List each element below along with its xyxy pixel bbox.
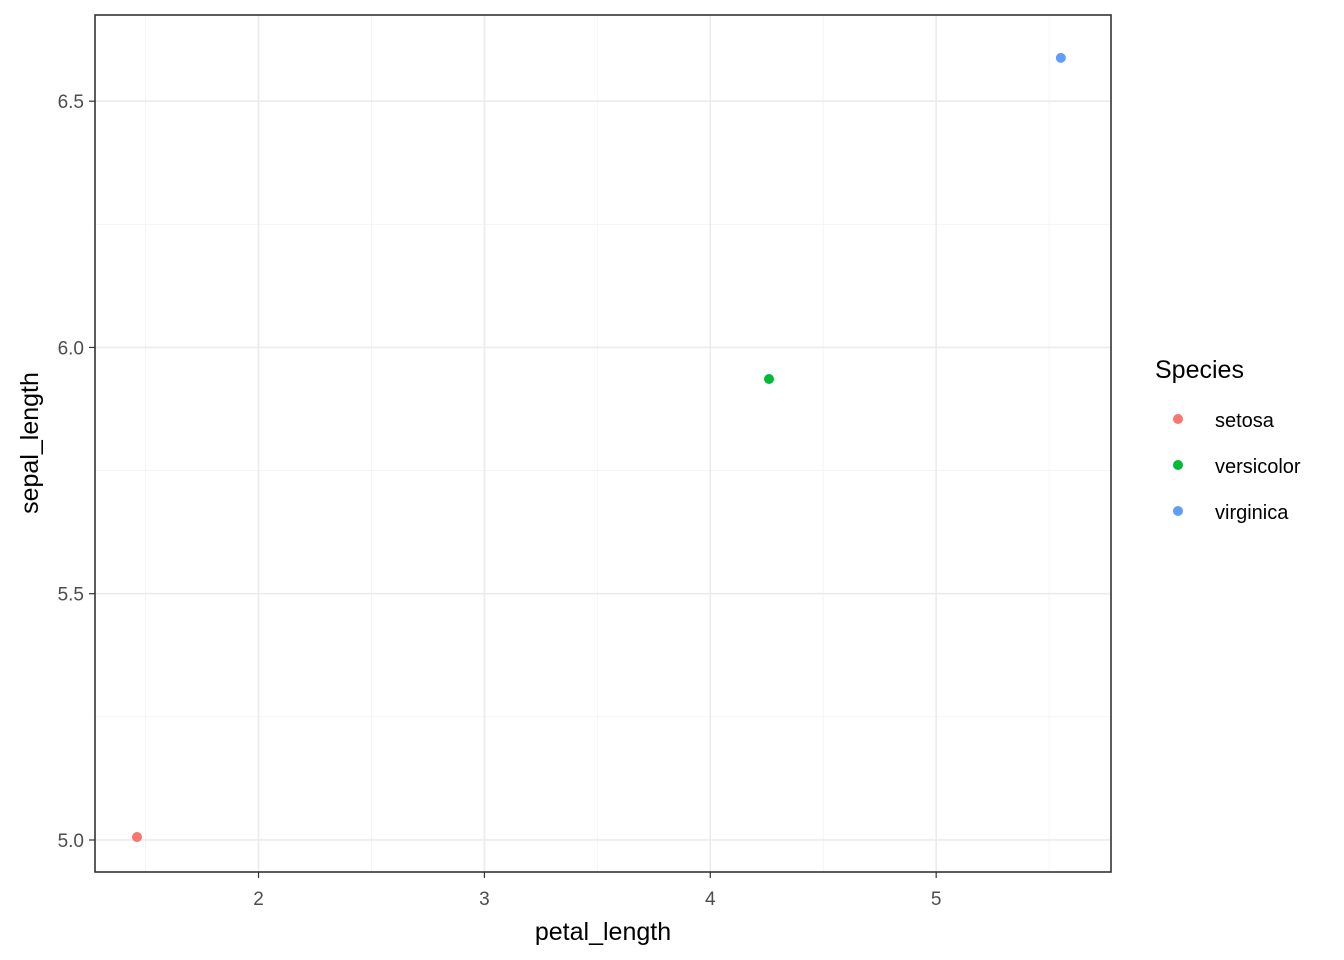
x-axis-title: petal_length [535,918,671,946]
x-tick-label: 3 [479,889,490,910]
major-gridlines [95,15,1111,872]
data-point-setosa [132,832,143,843]
y-tick-label: 6.0 [58,338,84,359]
legend-key-setosa [1173,414,1183,424]
data-point-versicolor [764,373,775,384]
minor-gridlines [95,15,1111,872]
legend-label-setosa: setosa [1215,410,1275,432]
x-axis: 2 3 4 5 [253,872,941,910]
y-axis-title: sepal_length [16,372,44,514]
legend-key-versicolor [1173,460,1183,470]
legend-key-virginica [1173,506,1183,516]
x-tick-label: 4 [705,889,716,910]
legend-label-virginica: virginica [1215,502,1289,524]
data-point-virginica [1055,52,1066,63]
x-tick-label: 5 [931,889,942,910]
y-tick-label: 5.5 [58,585,84,606]
data-points [132,52,1066,843]
plot-panel-background [95,15,1111,872]
legend-label-versicolor: versicolor [1215,456,1301,478]
plot-panel-border [94,14,1112,873]
y-tick-label: 5.0 [58,831,84,852]
legend: Species setosa versicolor virginica [1155,356,1301,524]
y-axis: 5.0 5.5 6.0 6.5 [58,92,95,852]
y-tick-label: 6.5 [58,92,84,113]
x-tick-label: 2 [253,889,264,910]
legend-title: Species [1155,356,1244,384]
